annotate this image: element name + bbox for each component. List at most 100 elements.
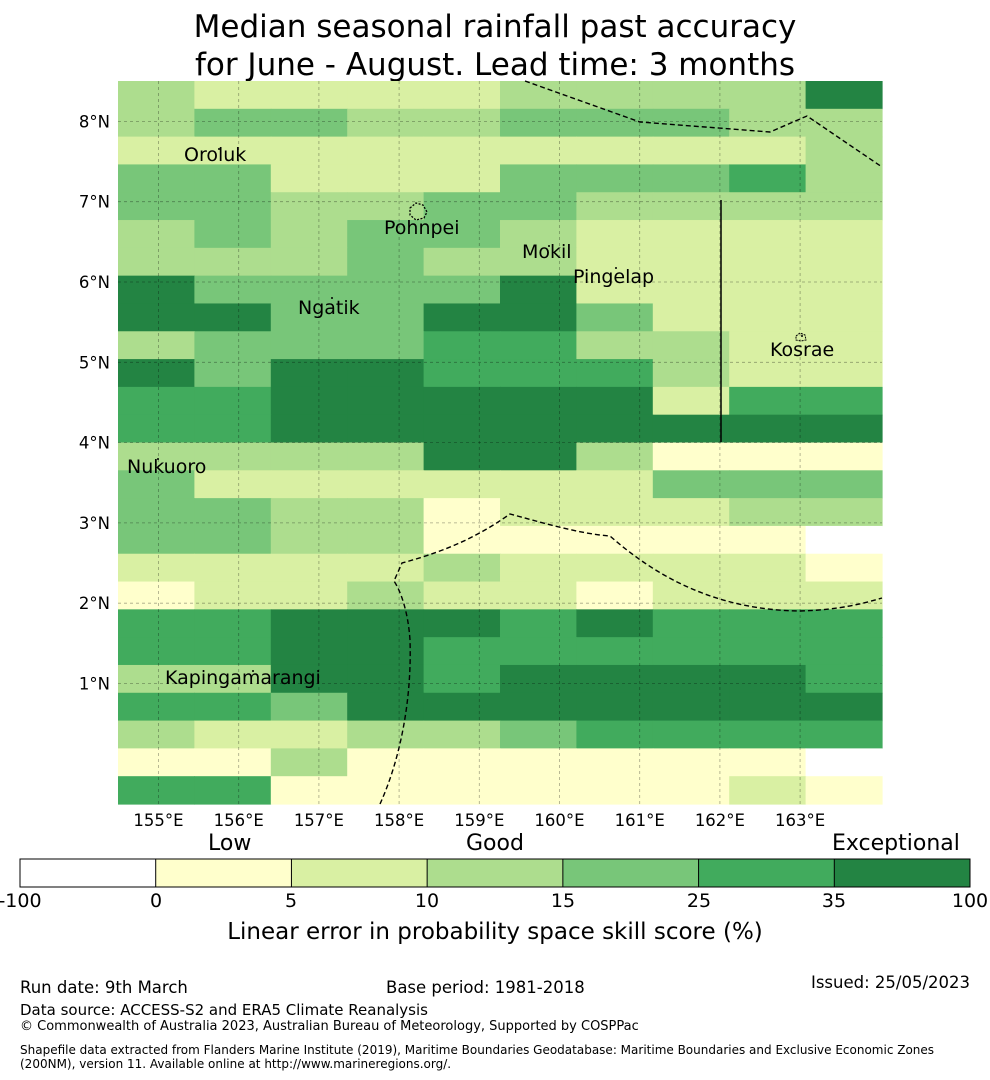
skill-cell (270, 414, 348, 444)
place-label-oroluk: Oroluk (184, 144, 246, 166)
skill-cell (118, 498, 195, 527)
skill-cell (729, 553, 807, 583)
skill-cell (118, 414, 195, 444)
skill-cell (194, 692, 272, 722)
skill-cell (805, 359, 883, 388)
skill-cell (270, 470, 348, 499)
colorbar-category-low: Low (208, 831, 252, 856)
skill-cell (423, 748, 501, 777)
skill-cell (729, 776, 807, 805)
skill-cell (729, 748, 807, 777)
skill-cell (270, 164, 348, 193)
skill-cell (652, 692, 730, 722)
skill-cell (500, 442, 577, 471)
skill-cell (270, 220, 348, 249)
latitude-label: 1°N (79, 675, 110, 694)
skill-cell (270, 359, 348, 388)
skill-cell (576, 581, 654, 610)
place-label-mokil: Mokil (522, 241, 572, 263)
skill-cell (729, 275, 807, 305)
skill-cell (270, 609, 348, 638)
skill-cell (576, 470, 654, 499)
skill-cell (347, 581, 425, 610)
skill-cell (729, 136, 807, 166)
skill-cell (500, 637, 577, 666)
skill-cell (118, 442, 195, 471)
skill-cell (729, 609, 807, 638)
skill-cell (576, 164, 654, 193)
skill-cell (500, 303, 577, 332)
skill-cell (500, 498, 577, 527)
skill-cell (270, 776, 348, 805)
copyright-notice: © Commonwealth of Australia 2023, Austra… (20, 1019, 639, 1034)
skill-cell (500, 192, 577, 221)
skill-cell (652, 442, 730, 471)
skill-cell (652, 498, 730, 527)
skill-cell (423, 581, 501, 610)
skill-cell (652, 664, 730, 694)
skill-cell (270, 637, 348, 666)
skill-cell (194, 776, 272, 805)
colorbar-segment (155, 859, 292, 887)
skill-cell (118, 470, 195, 499)
skill-cell (423, 720, 501, 749)
skill-cell (576, 386, 654, 416)
skill-cell (805, 164, 883, 193)
latitude-label: 4°N (79, 434, 110, 453)
skill-cell (118, 136, 195, 166)
skill-cell (347, 136, 425, 166)
skill-grid (118, 81, 883, 805)
skill-cell (500, 220, 577, 249)
skill-cell (500, 414, 577, 444)
skill-cell (805, 776, 883, 805)
skill-cell (194, 664, 272, 694)
skill-cell (652, 359, 730, 388)
skill-cell (118, 748, 195, 777)
skill-cell (423, 470, 501, 499)
skill-cell (500, 247, 577, 277)
skill-cell (652, 609, 730, 638)
skill-cell (729, 692, 807, 722)
colorbar-tick: 10 (414, 890, 440, 912)
skill-cell (652, 581, 730, 610)
skill-cell (347, 220, 425, 249)
skill-cell (347, 414, 425, 444)
skill-cell (805, 581, 883, 610)
skill-cell (805, 442, 883, 471)
eez-boundaries (379, 80, 883, 805)
skill-cell (729, 192, 807, 221)
issued-date: Issued: 25/05/2023 (810, 973, 970, 992)
skill-cell (805, 192, 883, 221)
skill-cell (652, 637, 730, 666)
kosrae-island-outline (795, 332, 807, 342)
skill-cell (500, 748, 577, 777)
skill-cell (652, 81, 730, 110)
skill-cell (500, 386, 577, 416)
latitude-label: 8°N (79, 112, 110, 131)
skill-cell (423, 247, 501, 277)
skill-cell (805, 748, 883, 777)
skill-cell (118, 692, 195, 722)
latitude-label: 2°N (79, 594, 110, 613)
skill-cell (118, 386, 195, 416)
longitude-label: 161°E (615, 811, 665, 830)
skill-cell (729, 108, 807, 138)
islands (409, 202, 807, 342)
skill-cell (118, 553, 195, 583)
longitude-label: 163°E (775, 811, 825, 830)
skill-cell (118, 720, 195, 749)
skill-cell (118, 331, 195, 360)
skill-cell (270, 442, 348, 471)
latitude-label: 3°N (79, 514, 110, 533)
skill-cell (270, 581, 348, 610)
skill-cell (270, 386, 348, 416)
skill-cell (270, 247, 348, 277)
skill-cell (652, 553, 730, 583)
skill-cell (423, 108, 501, 138)
island-dot (615, 267, 617, 269)
skill-cell (347, 470, 425, 499)
skill-cell (423, 220, 501, 249)
skill-cell (576, 192, 654, 221)
colorbar-segment (291, 859, 428, 887)
skill-cell (576, 108, 654, 138)
